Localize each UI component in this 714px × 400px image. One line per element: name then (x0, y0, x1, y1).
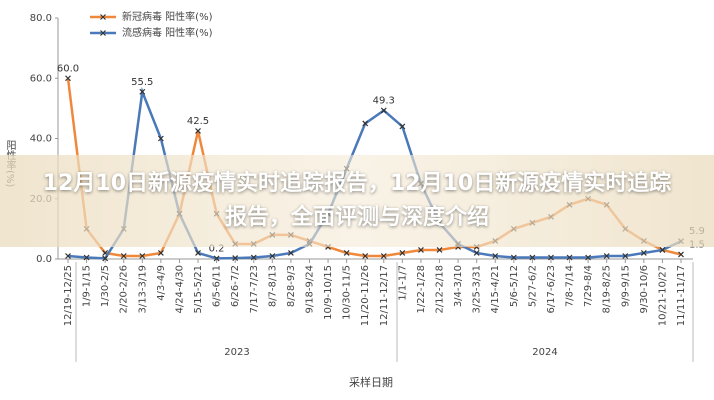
x-tick-label: 1/9-1/15 (82, 265, 93, 307)
point-marker (157, 135, 164, 142)
point-marker (362, 120, 369, 127)
point-marker (343, 250, 350, 256)
point-marker (640, 250, 647, 256)
y-tick-label: 40.0 (30, 134, 52, 145)
x-axis-label: 采样日期 (349, 375, 393, 389)
point-marker (566, 254, 573, 261)
y-tick-label: 0.0 (36, 254, 52, 265)
x-tick-label: 4/15-4/21 (490, 265, 501, 314)
data-label: 60.0 (57, 63, 79, 74)
overlay-title: 12月10日新源疫情实时追踪报告，12月10日新源疫情实时追踪报告，全面评测与深… (42, 171, 672, 230)
point-marker (659, 247, 666, 253)
point-marker (585, 254, 592, 261)
x-tick-label: 2/20-2/26 (119, 265, 130, 314)
x-tick-label: 5/15-5/21 (193, 265, 204, 314)
x-tick-label: 6/17-6/23 (546, 265, 557, 314)
point-marker (473, 250, 480, 256)
x-tick-label: 5/6-5/12 (509, 265, 520, 307)
x-tick-label: 1/1-1/7 (397, 265, 408, 301)
point-marker (102, 255, 109, 262)
point-marker (157, 250, 164, 256)
x-tick-label: 4/3-4/9 (156, 265, 167, 301)
point-marker (548, 254, 554, 261)
x-tick-label: 10/21-10/27 (657, 265, 668, 326)
x-tick-label: 3/25-3/31 (472, 265, 483, 314)
x-tick-label: 11/11-11/17 (676, 265, 687, 326)
x-tick-label: 11/20-11/26 (360, 265, 371, 326)
point-marker (139, 88, 146, 95)
x-tick-label: 8/28-9/3 (286, 265, 297, 307)
x-tick-label: 9/9-9/15 (620, 265, 631, 307)
x-tick-label: 10/30-11/5 (342, 265, 353, 320)
point-marker (195, 128, 201, 134)
x-tick-label: 2/12-2/18 (435, 265, 446, 314)
point-marker (269, 253, 276, 259)
legend-label: 新冠病毒 阳性率(%) (122, 10, 213, 23)
point-marker (418, 247, 424, 253)
point-marker (232, 255, 239, 262)
data-label: 42.5 (187, 116, 209, 127)
data-label: 55.5 (131, 77, 153, 88)
x-tick-label: 7/17-7/23 (249, 265, 260, 314)
year-label: 2023 (224, 347, 249, 358)
point-marker (83, 254, 90, 261)
point-marker (120, 253, 127, 259)
x-tick-label: 6/26-7/2 (230, 265, 241, 307)
point-marker (436, 247, 443, 253)
point-marker (603, 253, 610, 259)
y-tick-label: 80.0 (30, 13, 52, 24)
legend-label: 流感病毒 阳性率(%) (122, 26, 213, 39)
x-tick-label: 3/13-3/19 (137, 265, 148, 314)
x-tick-label: 1/30-2/5 (100, 265, 111, 307)
year-label: 2024 (532, 347, 557, 358)
legend-marker (100, 14, 106, 20)
point-marker (510, 254, 517, 261)
point-marker (399, 250, 406, 256)
point-marker (380, 107, 387, 114)
point-marker (492, 253, 499, 259)
point-marker (622, 253, 629, 259)
point-marker (195, 250, 201, 256)
point-marker (529, 254, 536, 261)
overlay-banner: 12月10日新源疫情实时追踪报告，12月10日新源疫情实时追踪报告，全面评测与深… (0, 155, 714, 247)
point-marker (65, 253, 71, 259)
y-tick-label: 60.0 (30, 73, 52, 84)
point-marker (380, 253, 387, 259)
point-marker (250, 254, 257, 261)
x-tick-label: 5/27-6/2 (527, 265, 538, 307)
point-marker (65, 75, 71, 82)
x-tick-label: 4/24-4/30 (174, 265, 185, 314)
x-tick-label: 6/5-6/11 (212, 265, 223, 307)
x-tick-label: 10/9-10/15 (323, 265, 334, 320)
x-tick-label: 12/11-12/17 (379, 265, 390, 326)
point-marker (213, 255, 220, 262)
data-label: 49.3 (373, 95, 395, 106)
point-marker (139, 253, 146, 259)
point-marker (287, 250, 294, 256)
x-tick-label: 9/30-10/6 (639, 265, 650, 314)
point-marker (362, 253, 369, 259)
x-tick-label: 1/22-1/28 (416, 265, 427, 314)
x-tick-label: 8/19-8/25 (602, 265, 613, 314)
x-tick-label: 12/19-12/25 (63, 265, 74, 326)
point-marker (399, 123, 406, 130)
x-tick-label: 8/7-8/13 (267, 265, 278, 307)
legend-marker (100, 30, 106, 36)
x-tick-label: 7/29-8/4 (583, 265, 594, 307)
point-marker (678, 251, 684, 258)
x-tick-label: 9/18-9/24 (304, 265, 315, 314)
x-tick-label: 3/4-3/10 (453, 265, 464, 307)
data-label: 0.2 (209, 243, 225, 254)
x-tick-label: 7/8-7/14 (565, 265, 576, 307)
